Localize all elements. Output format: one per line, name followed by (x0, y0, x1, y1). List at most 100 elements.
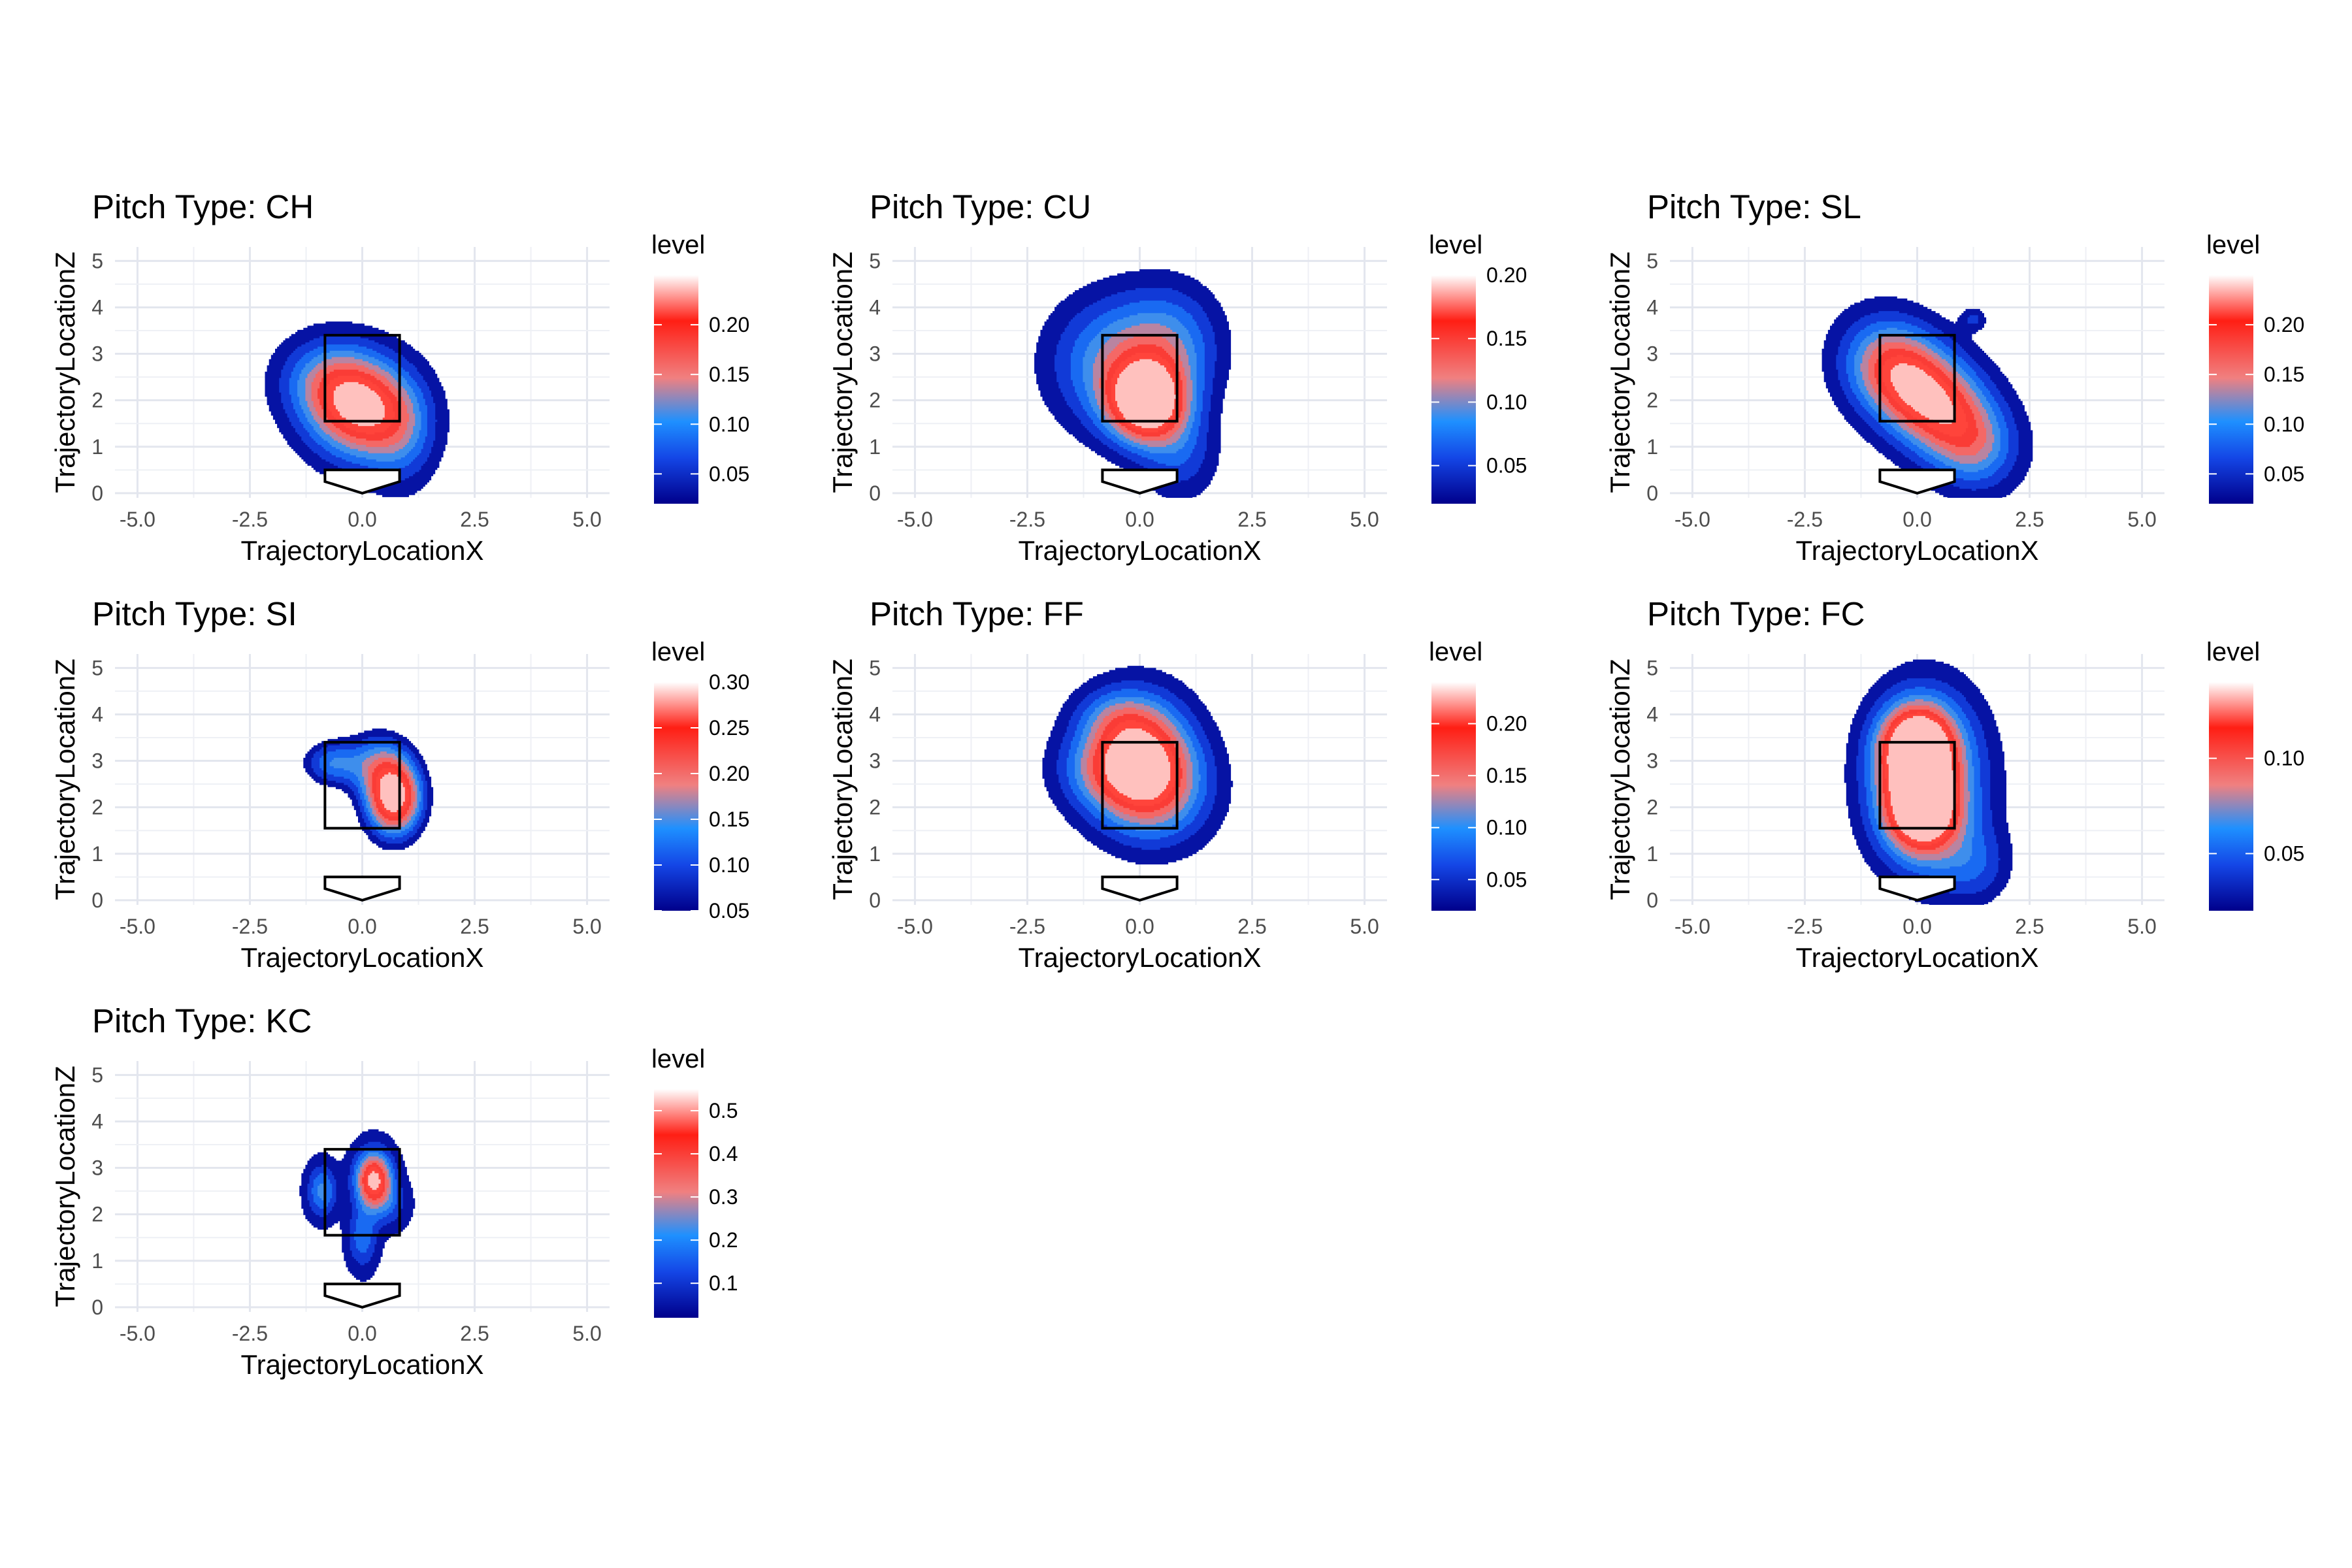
y-tick-label: 0 (91, 1296, 103, 1319)
y-tick-label: 5 (869, 656, 881, 679)
y-tick-label: 3 (869, 342, 881, 366)
x-axis-title: TrajectoryLocationX (241, 535, 484, 566)
x-tick-label: 0.0 (1903, 508, 1931, 531)
legend-tick-label: 0.15 (709, 808, 749, 831)
x-tick-label: -2.5 (1009, 508, 1045, 531)
y-tick-label: 1 (869, 842, 881, 866)
y-tick-label: 2 (1646, 389, 1658, 412)
x-tick-label: 2.5 (1237, 915, 1266, 938)
legend-tick-label: 0.10 (1486, 816, 1527, 840)
strike-zone-box (1878, 741, 1956, 830)
x-tick-label: -5.0 (120, 915, 155, 938)
y-axis-title: TrajectoryLocationZ (50, 252, 80, 493)
home-plate-shape (1101, 468, 1179, 495)
legend-tick-label: 0.2 (709, 1228, 738, 1252)
legend-tick-label: 0.15 (709, 363, 749, 386)
y-axis-title: TrajectoryLocationZ (50, 659, 80, 900)
legend-title: level (1429, 231, 1482, 259)
strike-zone-box (323, 334, 401, 423)
panel-title: Pitch Type: SI (92, 595, 297, 632)
strike-zone-box (323, 741, 401, 830)
legend-tick-label: 0.4 (709, 1142, 738, 1166)
legend-tick-label: 0.10 (709, 412, 749, 436)
x-tick-label: 5.0 (2127, 915, 2156, 938)
x-axis-title: TrajectoryLocationX (1019, 535, 1262, 566)
y-tick-label: 2 (91, 1203, 103, 1226)
legend-tick-label: 0.20 (709, 313, 749, 336)
chart-panel-kc: Pitch Type: KC -5.0 -2.5 0.0 2.5 5.0 0 1 2 3 4 5 Tra… (50, 1002, 738, 1380)
legend-tick-label: 0.25 (709, 716, 749, 740)
y-tick-label: 4 (91, 1109, 103, 1133)
y-axis-title: TrajectoryLocationZ (827, 659, 858, 900)
home-plate-shape (1878, 875, 1956, 902)
strike-zone-box (1101, 334, 1179, 423)
x-tick-label: 0.0 (1125, 915, 1154, 938)
panel-title: Pitch Type: FC (1647, 595, 1865, 632)
y-tick-label: 3 (1646, 749, 1658, 773)
x-axis-title: TrajectoryLocationX (1019, 942, 1262, 973)
legend-tick-label: 0.05 (709, 462, 749, 485)
legend-tick-label: 0.5 (709, 1099, 738, 1122)
density-contours (299, 1129, 416, 1282)
y-tick-label: 2 (869, 796, 881, 819)
chart-panel-ff: Pitch Type: FF -5.0 -2.5 0.0 2.5 5.0 0 1 2 3 4 5 Tra… (827, 595, 1527, 973)
y-tick-label: 0 (869, 889, 881, 912)
x-tick-label: 0.0 (1903, 915, 1931, 938)
legend-colorbar (1431, 275, 1476, 504)
legend-tick-label: 0.1 (709, 1271, 738, 1295)
density-band-level-8 (368, 1171, 381, 1190)
legend: level 0.1 0.2 0.3 0.4 0.5 (651, 1045, 738, 1318)
x-axis-title: TrajectoryLocationX (241, 942, 484, 973)
y-tick-label: 1 (869, 435, 881, 459)
chart-panel-ch: Pitch Type: CH -5.0 -2.5 0.0 2.5 5.0 0 1 2 3 4 5 Tra… (50, 188, 749, 566)
legend-title: level (2206, 638, 2260, 666)
legend-tick-label: 0.10 (2264, 747, 2304, 770)
x-tick-label: 2.5 (460, 915, 489, 938)
x-axis-title: TrajectoryLocationX (1796, 535, 2039, 566)
legend-tick-label: 0.20 (709, 762, 749, 785)
y-axis-title: TrajectoryLocationZ (827, 252, 858, 493)
legend-tick-label: 0.15 (2264, 363, 2304, 386)
x-tick-label: 0.0 (348, 1322, 376, 1345)
x-tick-label: -5.0 (1674, 915, 1710, 938)
legend-tick-label: 0.10 (1486, 390, 1527, 414)
legend-tick-label: 0.3 (709, 1185, 738, 1209)
y-tick-label: 3 (91, 1156, 103, 1180)
chart-panel-cu: Pitch Type: CU -5.0 -2.5 0.0 2.5 5.0 0 1 2 3 4 5 Tra… (827, 188, 1527, 566)
legend-tick-label: 0.10 (2264, 412, 2304, 436)
legend-tick-label: 0.05 (2264, 462, 2304, 485)
home-plate-shape (323, 1282, 401, 1309)
chart-panel-si: Pitch Type: SI -5.0 -2.5 0.0 2.5 5.0 0 1 2 3 4 5 Tra… (50, 595, 749, 973)
legend-colorbar (654, 1089, 698, 1318)
x-tick-label: -2.5 (1787, 915, 1823, 938)
legend-tick-label: 0.30 (709, 670, 749, 694)
x-tick-label: 2.5 (1237, 508, 1266, 531)
y-tick-label: 1 (91, 435, 103, 459)
y-tick-label: 4 (869, 295, 881, 319)
y-tick-label: 0 (91, 482, 103, 505)
density-band-level-8 (1115, 359, 1177, 429)
legend-tick-label: 0.20 (1486, 263, 1527, 287)
home-plate-shape (1878, 468, 1956, 495)
y-tick-label: 0 (1646, 482, 1658, 505)
legend: level 0.05 0.10 0.15 0.20 (1429, 231, 1527, 504)
y-tick-label: 0 (869, 482, 881, 505)
legend-tick-label: 0.05 (2264, 842, 2304, 866)
x-tick-label: 5.0 (572, 1322, 601, 1345)
y-tick-label: 1 (1646, 842, 1658, 866)
strike-zone-box (323, 1148, 401, 1237)
y-tick-label: 0 (91, 889, 103, 912)
x-tick-label: 5.0 (572, 508, 601, 531)
y-tick-label: 4 (869, 702, 881, 726)
legend-tick-label: 0.20 (2264, 313, 2304, 336)
home-plate-shape (323, 875, 401, 902)
density-band-level-8 (333, 382, 385, 427)
y-tick-label: 0 (1646, 889, 1658, 912)
legend-colorbar (654, 275, 698, 504)
y-tick-label: 3 (91, 342, 103, 366)
y-axis-title: TrajectoryLocationZ (1605, 252, 1635, 493)
legend: level 0.05 0.10 0.15 0.20 (1429, 638, 1527, 911)
x-tick-label: -5.0 (120, 508, 155, 531)
y-tick-label: 4 (91, 295, 103, 319)
y-tick-label: 2 (1646, 796, 1658, 819)
